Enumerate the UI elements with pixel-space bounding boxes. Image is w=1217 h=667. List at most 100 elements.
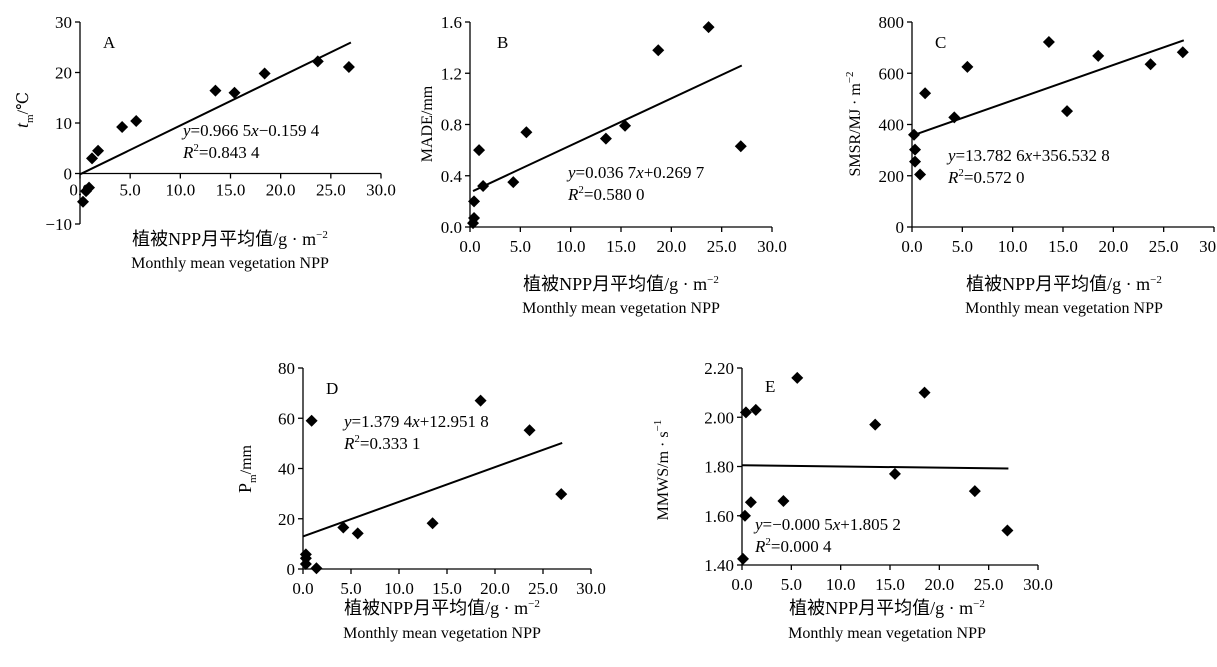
data-point bbox=[477, 180, 490, 192]
data-point bbox=[116, 121, 129, 134]
data-point bbox=[351, 527, 364, 540]
y-tick-label: 2.20 bbox=[704, 359, 734, 378]
y-tick-label: 0.4 bbox=[441, 167, 463, 186]
y-tick-label: 600 bbox=[879, 64, 905, 83]
x-tick-label: 0.0 bbox=[459, 237, 480, 256]
data-point bbox=[1092, 49, 1105, 62]
regression-line bbox=[472, 64, 743, 192]
data-point bbox=[342, 60, 355, 73]
panel-c: 0 200 400 600 800 0.0 5.0 10.0 15.0 20.0 25.0 30.0 C… bbox=[844, 13, 1217, 317]
data-point bbox=[523, 424, 536, 437]
regression-line bbox=[741, 464, 1009, 470]
data-point bbox=[888, 467, 901, 480]
x-axis-label-chinese: 植被NPP月平均值/g · m−2 bbox=[966, 274, 1162, 294]
data-point bbox=[777, 494, 790, 507]
panel-label: D bbox=[326, 379, 338, 398]
x-tick-label: 5.0 bbox=[510, 237, 531, 256]
panel-label: A bbox=[103, 33, 116, 52]
data-point bbox=[258, 67, 271, 80]
y-tick-label: 80 bbox=[278, 359, 295, 378]
x-tick-label: 30.0 bbox=[757, 237, 787, 256]
data-point bbox=[791, 371, 804, 384]
r-squared: R2=0.843 4 bbox=[182, 142, 260, 162]
data-point bbox=[739, 406, 752, 419]
data-point bbox=[130, 114, 143, 127]
y-axis-label: Pm/mm bbox=[235, 444, 259, 492]
data-point bbox=[599, 132, 612, 145]
x-axis-label-chinese: 植被NPP月平均值/g · m−2 bbox=[789, 598, 985, 618]
data-point bbox=[426, 517, 439, 530]
regression-line bbox=[79, 41, 352, 176]
y-axis-label: MADE/mm bbox=[419, 85, 436, 162]
x-tick-label: 15.0 bbox=[432, 579, 462, 598]
x-tick-label: 5.0 bbox=[340, 579, 361, 598]
x-tick-label: 5.0 bbox=[952, 237, 973, 256]
r-squared: R2=0.000 4 bbox=[754, 536, 832, 556]
y-tick-label: 200 bbox=[879, 167, 905, 186]
data-point bbox=[968, 485, 981, 498]
x-axis-label-english: Monthly mean vegetation NPP bbox=[343, 625, 541, 642]
regression-equation: y=0.966 5x−0.159 4 bbox=[181, 121, 320, 140]
x-tick-label: 10.0 bbox=[998, 237, 1028, 256]
regression-line bbox=[302, 441, 563, 538]
data-point bbox=[474, 394, 487, 407]
x-tick-label: 30.0 bbox=[1199, 237, 1217, 256]
panel-label: C bbox=[935, 33, 946, 52]
data-point bbox=[734, 140, 747, 153]
y-tick-label: 60 bbox=[278, 409, 295, 428]
x-tick-label: 20.0 bbox=[266, 181, 296, 200]
data-point bbox=[918, 386, 931, 399]
x-tick-label: 20.0 bbox=[656, 237, 686, 256]
r-squared: R2=0.572 0 bbox=[947, 167, 1024, 187]
y-tick-label: −10 bbox=[45, 215, 72, 234]
y-axis-label: SMSR/MJ · m−2 bbox=[844, 71, 864, 176]
x-axis-label-english: Monthly mean vegetation NPP bbox=[788, 625, 986, 642]
data-point bbox=[744, 496, 757, 509]
r-squared: R2=0.580 0 bbox=[567, 184, 644, 204]
panel-b: 0.0 0.4 0.8 1.2 1.6 0.0 5.0 10.0 15.0 20.0 25.0 30.… bbox=[419, 13, 787, 317]
data-point bbox=[961, 60, 974, 73]
data-point bbox=[520, 126, 533, 139]
y-tick-label: 1.2 bbox=[441, 64, 462, 83]
x-tick-label: 5.0 bbox=[120, 181, 141, 200]
data-point bbox=[909, 155, 922, 168]
x-tick-label: 25.0 bbox=[707, 237, 737, 256]
x-tick-label: 10.0 bbox=[826, 575, 856, 594]
data-point bbox=[337, 521, 350, 534]
x-tick-label: 15.0 bbox=[216, 181, 246, 200]
y-tick-label: 1.6 bbox=[441, 13, 462, 32]
data-point bbox=[736, 552, 749, 565]
data-point bbox=[1176, 46, 1189, 59]
x-tick-label: 20.0 bbox=[1098, 237, 1128, 256]
y-tick-label: 0.0 bbox=[441, 218, 462, 237]
data-point bbox=[749, 403, 762, 416]
data-point bbox=[305, 414, 318, 427]
data-point bbox=[1001, 524, 1014, 537]
y-tick-label: 1.40 bbox=[704, 556, 734, 575]
data-point bbox=[919, 87, 932, 100]
data-point bbox=[652, 44, 665, 57]
data-point bbox=[948, 111, 961, 124]
y-tick-label: 0 bbox=[287, 560, 296, 579]
data-point bbox=[310, 562, 323, 575]
x-tick-label: 15.0 bbox=[1048, 237, 1078, 256]
y-tick-label: 10 bbox=[55, 114, 72, 133]
data-point bbox=[619, 119, 632, 132]
panel-label: B bbox=[497, 33, 508, 52]
x-axis-label-english: Monthly mean vegetation NPP bbox=[522, 300, 720, 317]
x-tick-label: 15.0 bbox=[875, 575, 905, 594]
x-tick-label: 0.0 bbox=[731, 575, 752, 594]
data-point bbox=[209, 84, 222, 97]
y-tick-label: 30 bbox=[55, 13, 72, 32]
x-tick-label: 30.0 bbox=[576, 579, 606, 598]
y-tick-label: 800 bbox=[879, 13, 905, 32]
panel-label: E bbox=[765, 377, 775, 396]
y-tick-label: 0 bbox=[64, 165, 73, 184]
panel-d: 0 20 40 60 80 0.0 5.0 10.0 15.0 20.0 25.0 30.0 Dy=1.… bbox=[235, 359, 606, 642]
y-tick-label: 20 bbox=[55, 64, 72, 83]
data-point bbox=[92, 144, 105, 157]
data-point bbox=[311, 55, 324, 68]
y-tick-label: 1.80 bbox=[704, 458, 734, 477]
y-tick-label: 2.00 bbox=[704, 408, 734, 427]
